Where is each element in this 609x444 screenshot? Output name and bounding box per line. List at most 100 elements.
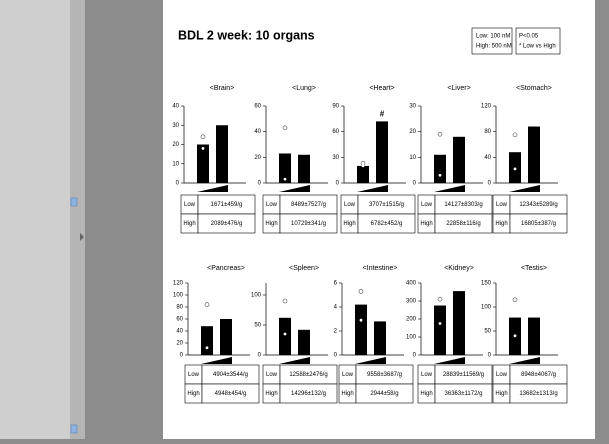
- table-value: 3707±1515/g: [369, 202, 404, 208]
- dose-ramp: [509, 185, 540, 192]
- open-point: [512, 297, 518, 303]
- bar: [376, 121, 388, 183]
- y-tick-label: 60: [254, 104, 261, 110]
- bar: [355, 304, 367, 355]
- dose-ramp: [509, 357, 540, 364]
- table-cell: [509, 383, 568, 404]
- page-marker[interactable]: [70, 197, 78, 207]
- y-tick-label: 20: [409, 129, 416, 135]
- table-label: High: [420, 391, 432, 397]
- table-cell: [357, 213, 416, 234]
- table-label: High: [343, 221, 355, 227]
- table-value: 14296±132/g: [291, 391, 326, 397]
- y-tick-label: 30: [332, 155, 339, 161]
- y-tick-label: 50: [484, 329, 491, 335]
- y-tick-label: 40: [254, 129, 261, 135]
- chart-title: <Testis>: [521, 265, 547, 272]
- table-label: Low: [188, 372, 200, 378]
- y-tick-label: 90: [332, 104, 339, 110]
- bar: [220, 319, 232, 355]
- bar: [201, 326, 213, 355]
- y-tick-label: 30: [172, 123, 179, 129]
- table-value: 10729±341/g: [291, 221, 326, 227]
- table-value: 22858±116/g: [446, 221, 481, 227]
- open-point: [282, 125, 288, 131]
- table-label: Low: [496, 372, 508, 378]
- table-label: Low: [421, 372, 433, 378]
- collapse-arrow[interactable]: [80, 233, 84, 241]
- inner-point: [438, 173, 442, 177]
- y-tick-label: 200: [406, 317, 417, 323]
- table-label: Low: [421, 202, 433, 208]
- y-tick-label: 0: [334, 353, 338, 359]
- table-value: 36363±1172/g: [445, 391, 483, 397]
- y-tick-label: 100: [406, 335, 417, 341]
- y-tick-label: 0: [176, 181, 180, 187]
- dose-ramp: [279, 185, 310, 192]
- bar: [216, 125, 228, 183]
- inner-point: [513, 334, 517, 338]
- table-cell: [279, 213, 338, 234]
- table-value: 4948±454/g: [215, 391, 247, 397]
- table-value: 12588±2476/g: [289, 372, 327, 378]
- table-label: Low: [184, 202, 196, 208]
- table-label: Low: [266, 372, 278, 378]
- chart-title: <Intestine>: [363, 265, 398, 272]
- table-label: High: [341, 391, 353, 397]
- bar: [453, 291, 465, 355]
- open-point: [437, 131, 443, 137]
- y-tick-label: 20: [176, 341, 183, 347]
- y-tick-label: 0: [258, 353, 262, 359]
- panel-splitter[interactable]: [70, 0, 85, 439]
- y-tick-label: 6: [334, 281, 338, 287]
- table-value: 16805±387/g: [521, 221, 556, 227]
- table-cell: [509, 213, 568, 234]
- inner-point: [201, 146, 205, 150]
- table-label: High: [265, 221, 277, 227]
- table-label: Low: [266, 202, 278, 208]
- chart-title: <Liver>: [447, 85, 470, 92]
- inner-point: [283, 332, 287, 336]
- table-cell: [434, 383, 493, 404]
- legend-box: [471, 27, 513, 55]
- table-label: Low: [344, 202, 356, 208]
- dose-ramp: [357, 185, 388, 192]
- side-panel: [0, 0, 70, 439]
- dose-ramp: [279, 357, 310, 364]
- page-marker[interactable]: [70, 424, 78, 434]
- table-value: 12343±5289/g: [519, 202, 557, 208]
- inner-point: [205, 346, 209, 350]
- y-tick-label: 60: [176, 317, 183, 323]
- open-point: [512, 132, 518, 138]
- bar: [434, 154, 446, 183]
- open-point: [437, 296, 443, 302]
- y-tick-label: 120: [481, 104, 492, 110]
- table-label: High: [420, 221, 432, 227]
- open-point: [282, 298, 288, 304]
- bar: [298, 329, 310, 355]
- table-label: Low: [342, 372, 354, 378]
- table-value: 2944±58/g: [370, 391, 398, 397]
- legend-text: P<0.05: [519, 34, 539, 40]
- y-tick-label: 100: [251, 293, 262, 299]
- chart-title: <Kidney>: [444, 265, 474, 272]
- dose-ramp: [197, 185, 228, 192]
- y-tick-label: 40: [176, 329, 183, 335]
- table-value: 14127±8303/g: [444, 202, 482, 208]
- y-tick-label: 20: [254, 155, 261, 161]
- y-tick-label: 100: [481, 305, 492, 311]
- y-tick-label: 0: [180, 353, 184, 359]
- table-cell: [355, 383, 414, 404]
- inner-point: [359, 318, 363, 322]
- y-tick-label: 10: [172, 161, 179, 167]
- legend-text: Low: 100 nM: [476, 34, 510, 40]
- dose-ramp: [355, 357, 386, 364]
- inner-point: [283, 177, 287, 181]
- legend-box: [515, 27, 561, 55]
- y-tick-label: 40: [172, 104, 179, 110]
- y-tick-label: 30: [409, 104, 416, 110]
- table-cell: [197, 213, 256, 234]
- table-label: High: [495, 221, 507, 227]
- y-tick-label: 0: [488, 353, 492, 359]
- y-tick-label: 300: [406, 299, 417, 305]
